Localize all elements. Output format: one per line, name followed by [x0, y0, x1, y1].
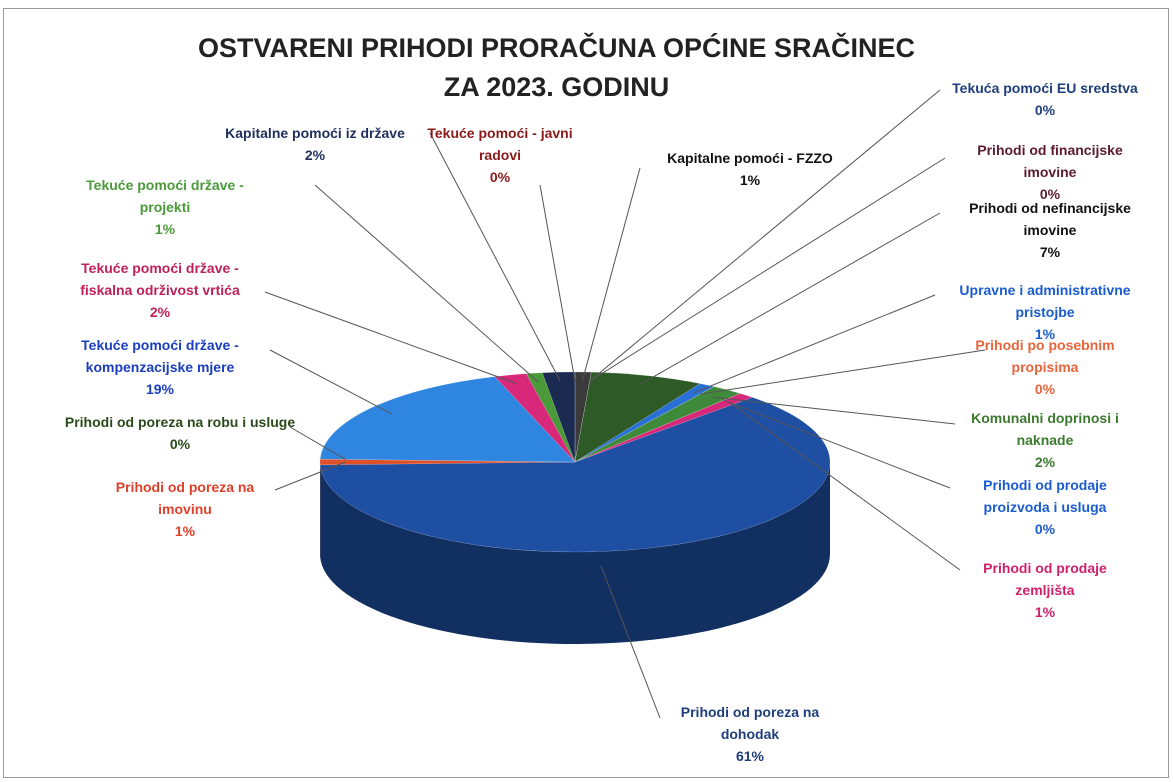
chart-title: ZA 2023. GODINU [443, 72, 670, 102]
leader-line [700, 349, 986, 395]
value-label: 1% [1034, 326, 1056, 342]
leader-line [712, 396, 956, 425]
data-label: Prihodi od financijske imovine 0% [955, 139, 1145, 205]
data-label: Tekuće pomoći - javni radovi 0% [408, 122, 593, 188]
slice [319, 458, 576, 466]
slice [319, 397, 831, 553]
data-label: Prihodi od poreza na dohodak 61% [658, 701, 843, 767]
category-label: Tekuće pomoći države - kompenzacijske mj… [81, 337, 239, 375]
data-label: Prihodi po posebnim propisima 0% [958, 334, 1133, 400]
leader-line [264, 291, 517, 385]
slice [574, 386, 715, 463]
value-label: 1% [154, 221, 176, 237]
leader-line [600, 565, 661, 719]
slice [574, 371, 701, 463]
leader-line [274, 461, 346, 491]
value-label: 2% [149, 304, 171, 320]
value-label: 0% [1034, 381, 1056, 397]
value-label: 2% [1034, 454, 1056, 470]
value-label: 61% [735, 748, 765, 764]
category-label: Prihodi od poreza na robu i usluge [64, 414, 296, 430]
data-label: Tekuće pomoći države - fiskalna održivos… [58, 257, 263, 323]
category-label: Prihodi po posebnim propisima [975, 337, 1115, 375]
data-label: Tekuće pomoći države - projekti 1% [65, 174, 265, 240]
value-label: 0% [1039, 186, 1061, 202]
slice [494, 373, 576, 463]
value-label: 1% [174, 523, 196, 539]
leader-line [539, 184, 576, 382]
value-label: 2% [304, 147, 326, 163]
leader-line [269, 349, 392, 414]
data-label: Tekuća pomoći EU sredstva 0% [925, 77, 1165, 121]
data-label: Kapitalne pomoći iz države 2% [195, 122, 435, 166]
slice-side [320, 462, 831, 645]
data-label: Komunalni doprinosi i naknade 2% [953, 407, 1138, 473]
category-label: Prihodi od poreza na imovinu [115, 479, 255, 517]
category-label: Komunalni doprinosi i naknade [971, 410, 1119, 448]
slice [525, 372, 576, 463]
leader-line [640, 212, 941, 385]
data-label: Prihodi od prodaje zemljišta 1% [963, 557, 1128, 623]
data-label: Kapitalne pomoći - FZZO 1% [635, 147, 865, 191]
leader-line [289, 426, 346, 460]
leader-line [429, 132, 561, 382]
category-label: Tekuće pomoći države - fiskalna održivos… [80, 260, 240, 298]
slice [574, 383, 715, 463]
category-label: Tekuća pomoći EU sredstva [952, 80, 1138, 96]
category-label: Tekuće pomoći - javni radovi [427, 125, 573, 163]
category-label: Prihodi od nefinancijske imovine [969, 200, 1131, 238]
value-label: 0% [1034, 521, 1056, 537]
category-label: Kapitalne pomoći - FZZO [667, 150, 833, 166]
data-label: Upravne i administrativne pristojbe 1% [938, 279, 1153, 345]
leader-line [581, 167, 641, 382]
category-label: Prihodi od financijske imovine [977, 142, 1123, 180]
value-label: 19% [145, 381, 175, 397]
slice [574, 393, 754, 463]
value-label: 0% [1034, 102, 1056, 118]
leader-line [728, 401, 961, 571]
leader-line [314, 184, 539, 383]
data-label: Tekuće pomoći države - kompenzacijske mj… [60, 334, 260, 400]
leader-line [723, 399, 951, 489]
category-label: Prihodi od poreza na dohodak [680, 704, 820, 742]
category-label: Kapitalne pomoći iz države [225, 125, 405, 141]
frame [3, 8, 1169, 778]
slice [542, 371, 576, 463]
value-label: 0% [489, 169, 511, 185]
category-label: Prihodi od prodaje zemljišta [983, 560, 1107, 598]
slice [574, 371, 592, 463]
leader-line [589, 157, 946, 382]
data-label: Prihodi od poreza na robu i usluge 0% [63, 411, 298, 455]
value-label: 1% [739, 172, 761, 188]
category-label: Upravne i administrativne pristojbe [959, 282, 1131, 320]
value-label: 7% [1039, 244, 1061, 260]
category-label: Tekuće pomoći države - projekti [86, 177, 244, 215]
leader-line [693, 294, 936, 394]
data-label: Prihodi od nefinancijske imovine 7% [955, 197, 1145, 263]
data-label: Prihodi od prodaje proizvoda i usluga 0% [963, 474, 1128, 540]
value-label: 1% [1034, 604, 1056, 620]
leader-line [589, 89, 941, 382]
chart-title: OSTVARENI PRIHODI PRORAČUNA OPĆINE SRAČI… [197, 33, 916, 63]
data-label: Prihodi od poreza na imovinu 1% [93, 476, 278, 542]
category-label: Prihodi od prodaje proizvoda i usluga [983, 477, 1107, 515]
value-label: 0% [169, 436, 191, 452]
